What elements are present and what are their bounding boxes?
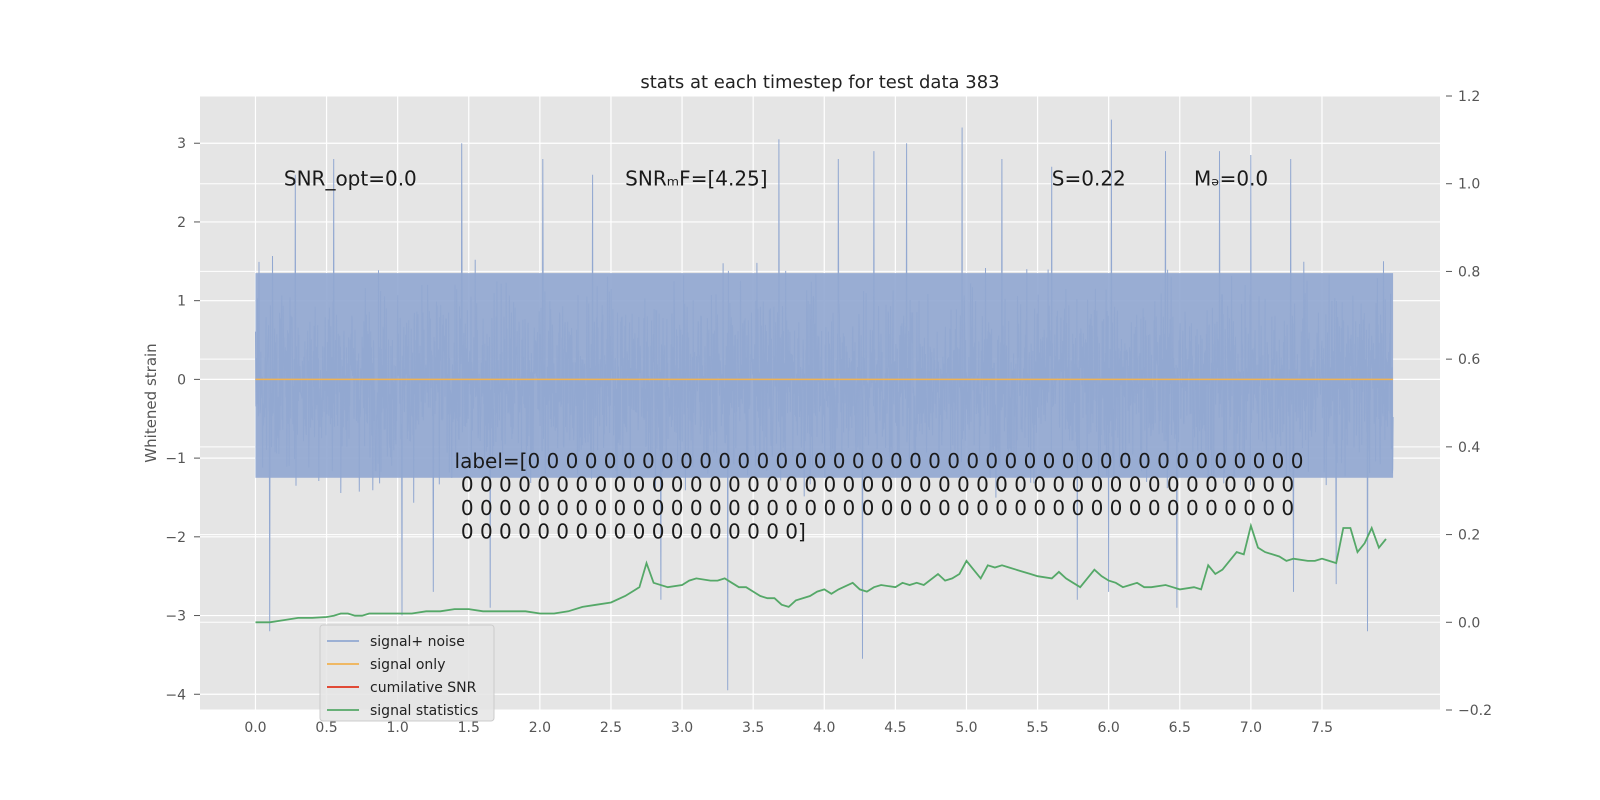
x-tick-label: 7.0 — [1240, 720, 1262, 736]
y-tick-label: −2 — [165, 530, 186, 546]
x-tick-label: 0.5 — [315, 720, 337, 736]
right-axis-ticks: −0.2 0.0 0.2 0.4 0.6 0.8 1.0 1.2 — [1446, 89, 1492, 719]
y2-tick-label: −0.2 — [1458, 703, 1492, 719]
x-tick-label: 3.5 — [742, 720, 764, 736]
y-tick-label: 3 — [177, 136, 186, 152]
x-tick-label: 5.0 — [955, 720, 977, 736]
x-tick-label: 6.0 — [1098, 720, 1120, 736]
x-tick-label: 0.0 — [244, 720, 266, 736]
x-tick-label: 7.5 — [1311, 720, 1333, 736]
y-tick-label: −4 — [165, 687, 186, 703]
x-tick-label: 5.5 — [1026, 720, 1048, 736]
y2-tick-label: 1.2 — [1458, 89, 1480, 105]
x-tick-label: 1.5 — [458, 720, 480, 736]
y2-tick-label: 0.8 — [1458, 264, 1480, 280]
signal-statistics-line — [255, 522, 1387, 624]
y-tick-label: 0 — [177, 372, 186, 388]
y-tick-label: −3 — [165, 609, 186, 625]
legend-label: signal only — [370, 657, 445, 673]
noise-line — [255, 119, 1394, 691]
x-tick-label: 4.0 — [813, 720, 835, 736]
y2-tick-label: 0.6 — [1458, 352, 1480, 368]
signal-plus-noise-series — [255, 119, 1394, 691]
annotations: SNR_opt=0.0 SNRₘF=[4.25] S=0.22 Mₔ=0.0 — [284, 167, 1268, 191]
annotation-mc-value: Mₔ=0.0 — [1194, 167, 1268, 191]
annotation-s-value: S=0.22 — [1052, 167, 1126, 191]
legend-box — [319, 624, 495, 722]
y-tick-label: 1 — [177, 294, 186, 310]
x-tick-label: 2.0 — [529, 720, 551, 736]
legend: signal+ noise signal only cumilative SNR si… — [319, 624, 495, 722]
y2-tick-label: 1.0 — [1458, 177, 1480, 193]
y2-tick-label: 0.4 — [1458, 440, 1480, 456]
legend-label: signal+ noise — [370, 634, 465, 650]
x-axis-ticks: 0.0 0.5 1.0 1.5 2.0 2.5 3.0 3.5 4.0 4.5 5.0 5.5 6.0 6… — [244, 720, 1333, 736]
x-tick-label: 6.5 — [1169, 720, 1191, 736]
y-axis-label: Whitened strain — [142, 343, 160, 462]
signal-statistics-series — [255, 522, 1387, 624]
label-annotation: label=[0 0 0 0 0 0 0 0 0 0 0 0 0 0 0 0 0… — [455, 449, 1304, 544]
y-tick-label: −1 — [165, 451, 186, 467]
annotation-snr-opt: SNR_opt=0.0 — [284, 167, 417, 191]
x-tick-label: 3.0 — [671, 720, 693, 736]
label-annotation-line: 0 0 0 0 0 0 0 0 0 0 0 0 0 0 0 0 0 0] — [455, 520, 806, 544]
chart-title: stats at each timestep for test data 383 — [640, 72, 999, 93]
x-tick-label: 2.5 — [600, 720, 622, 736]
label-annotation-line: 0 0 0 0 0 0 0 0 0 0 0 0 0 0 0 0 0 0 0 0 … — [455, 496, 1295, 520]
y-tick-label: 2 — [177, 215, 186, 231]
x-tick-label: 4.5 — [884, 720, 906, 736]
label-annotation-line: label=[0 0 0 0 0 0 0 0 0 0 0 0 0 0 0 0 0… — [455, 449, 1304, 473]
y2-tick-label: 0.2 — [1458, 528, 1480, 544]
x-tick-label: 1.0 — [387, 720, 409, 736]
y2-tick-label: 0.0 — [1458, 615, 1480, 631]
label-annotation-line: 0 0 0 0 0 0 0 0 0 0 0 0 0 0 0 0 0 0 0 0 … — [455, 473, 1295, 497]
legend-label: cumilative SNR — [370, 680, 477, 696]
legend-label: signal statistics — [370, 703, 478, 719]
y-axis-ticks: −4 −3 −2 −1 0 1 2 3 — [165, 136, 200, 703]
annotation-snr-mf: SNRₘF=[4.25] — [625, 167, 767, 191]
